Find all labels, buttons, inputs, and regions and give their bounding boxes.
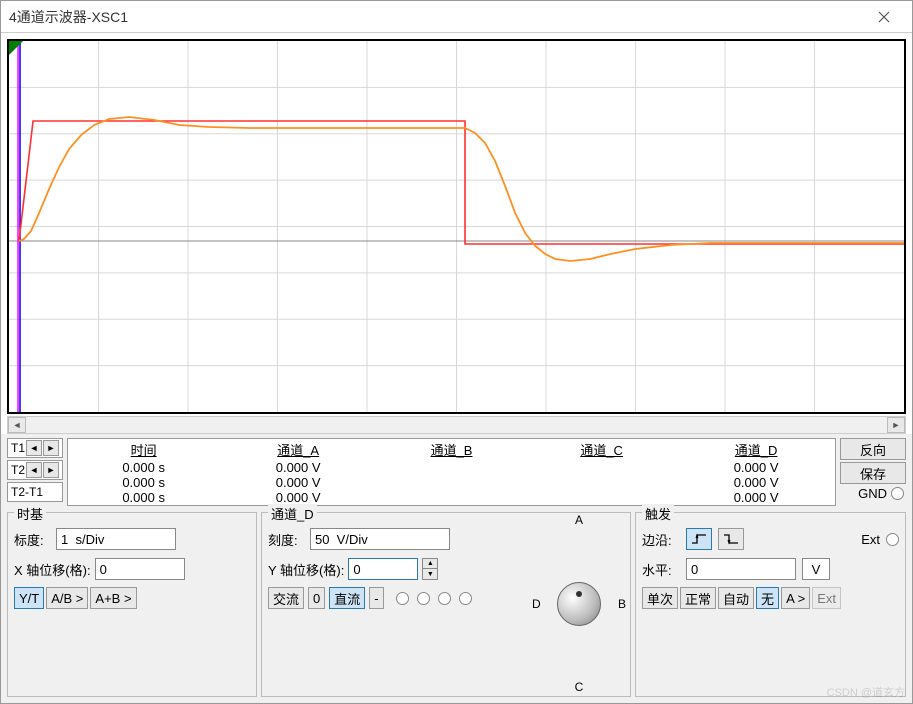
ch-radio-4[interactable] (459, 592, 472, 605)
trigger-level-unit[interactable] (802, 558, 830, 580)
ypos-spinner[interactable]: ▲▼ (422, 558, 438, 580)
ypos-input[interactable] (348, 558, 418, 580)
trigger-mode-row: 单次 正常 自动 无 A > Ext (642, 587, 899, 609)
timebase-title: 时基 (14, 504, 46, 523)
table-row: 0.000 s0.000 V0.000 V (68, 460, 835, 475)
ch-scale-label: 刻度: (268, 530, 306, 549)
t2-label: T2 (11, 463, 25, 477)
channel-title: 通道_D (268, 504, 317, 523)
timebase-mode-row: Y/T A/B > A+B > (14, 587, 250, 609)
scale-label: 标度: (14, 530, 52, 549)
coupling-row: 交流 0 直流 - (268, 587, 528, 609)
ch-radio-3[interactable] (438, 592, 451, 605)
ext-radio[interactable] (886, 533, 899, 546)
window-title: 4通道示波器-XSC1 (9, 7, 128, 27)
t2-left-button[interactable]: ◄ (26, 462, 42, 478)
table-header: 时间 (68, 439, 219, 460)
trig-a-button[interactable]: A > (781, 587, 810, 609)
trig-none-button[interactable]: 无 (756, 587, 779, 609)
xpos-input[interactable] (95, 558, 185, 580)
level-label: 水平: (642, 560, 680, 579)
scroll-track[interactable] (26, 417, 887, 433)
ch-radio-1[interactable] (396, 592, 409, 605)
cursor-diff-box: T2-T1 (7, 482, 63, 502)
table-header: 通道_B (377, 439, 526, 460)
gnd-row: GND (840, 486, 906, 501)
side-buttons: 反向 保存 GND (840, 438, 906, 506)
mode-yt-button[interactable]: Y/T (14, 587, 44, 609)
table-header: 通道_D (677, 439, 835, 460)
table-row: 0.000 s0.000 V0.000 V (68, 475, 835, 490)
cursor-controls: T1 ◄ ► T2 ◄ ► T2-T1 (7, 438, 63, 506)
coupling-ac-button[interactable]: 交流 (268, 587, 304, 609)
timebase-group: 时基 标度: X 轴位移(格): Y/T A/B > A+B > (7, 512, 257, 697)
cursor-t1-box: T1 ◄ ► (7, 438, 63, 458)
channel-group: 通道_D 刻度: Y 轴位移(格): ▲▼ 交流 0 (261, 512, 631, 697)
trigger-group: 触发 边沿: Ext 水平: 单次 正常 (635, 512, 906, 697)
table-header: 通道_A (219, 439, 377, 460)
trigger-level-input[interactable] (686, 558, 796, 580)
trig-auto-button[interactable]: 自动 (718, 587, 754, 609)
falling-edge-icon (723, 533, 739, 545)
gnd-label: GND (858, 486, 887, 501)
reverse-button[interactable]: 反向 (840, 438, 906, 460)
edge-rising-button[interactable] (686, 528, 712, 550)
t1-right-button[interactable]: ► (43, 440, 59, 456)
trig-single-button[interactable]: 单次 (642, 587, 678, 609)
coupling-zero-button[interactable]: 0 (308, 587, 325, 609)
scope-display[interactable] (7, 39, 906, 414)
edge-label: 边沿: (642, 530, 680, 549)
oscilloscope-window: 4通道示波器-XSC1 ◄ ► T1 ◄ ► T2 ◄ ► T2-T1 (0, 0, 913, 704)
save-button[interactable]: 保存 (840, 462, 906, 484)
scroll-right-button[interactable]: ► (887, 417, 905, 433)
t1-left-button[interactable]: ◄ (26, 440, 42, 456)
timebase-scale-input[interactable] (56, 528, 176, 550)
dial-label-a: A (575, 513, 583, 527)
close-icon (878, 11, 890, 23)
ch-scale-input[interactable] (310, 528, 450, 550)
channel-dial-area: A B C D (534, 517, 624, 690)
trig-normal-button[interactable]: 正常 (680, 587, 716, 609)
table-header: 通道_C (526, 439, 677, 460)
edge-falling-button[interactable] (718, 528, 744, 550)
close-button[interactable] (864, 3, 904, 31)
ch-radio-2[interactable] (417, 592, 430, 605)
dial-label-d: D (532, 597, 541, 611)
ypos-label: Y 轴位移(格): (268, 560, 344, 579)
channel-select-dial[interactable] (557, 582, 601, 626)
gnd-radio[interactable] (891, 487, 904, 500)
xpos-label: X 轴位移(格): (14, 560, 91, 579)
cursor-t2-box: T2 ◄ ► (7, 460, 63, 480)
rising-edge-icon (691, 533, 707, 545)
ext-label: Ext (861, 532, 880, 547)
coupling-minus-button[interactable]: - (369, 587, 383, 609)
mode-ab-button[interactable]: A/B > (46, 587, 88, 609)
cursor-data-table: 时间通道_A通道_B通道_C通道_D 0.000 s0.000 V0.000 V… (67, 438, 836, 506)
dial-label-b: B (618, 597, 626, 611)
table-row: 0.000 s0.000 V0.000 V (68, 490, 835, 505)
horizontal-scrollbar[interactable]: ◄ ► (7, 416, 906, 434)
titlebar: 4通道示波器-XSC1 (1, 1, 912, 33)
t1-label: T1 (11, 441, 25, 455)
scroll-left-button[interactable]: ◄ (8, 417, 26, 433)
dial-label-c: C (575, 680, 584, 694)
coupling-dc-button[interactable]: 直流 (329, 587, 365, 609)
diff-label: T2-T1 (11, 485, 43, 499)
scope-canvas (9, 41, 904, 412)
cursor-data-panel: T1 ◄ ► T2 ◄ ► T2-T1 时间通道_A通道_B通道_C通道_D 0… (1, 434, 912, 512)
mode-aplusb-button[interactable]: A+B > (90, 587, 136, 609)
trig-ext-button[interactable]: Ext (812, 587, 841, 609)
trigger-title: 触发 (642, 504, 674, 523)
controls-panel: 时基 标度: X 轴位移(格): Y/T A/B > A+B > 通道_D (1, 512, 912, 703)
t2-right-button[interactable]: ► (43, 462, 59, 478)
